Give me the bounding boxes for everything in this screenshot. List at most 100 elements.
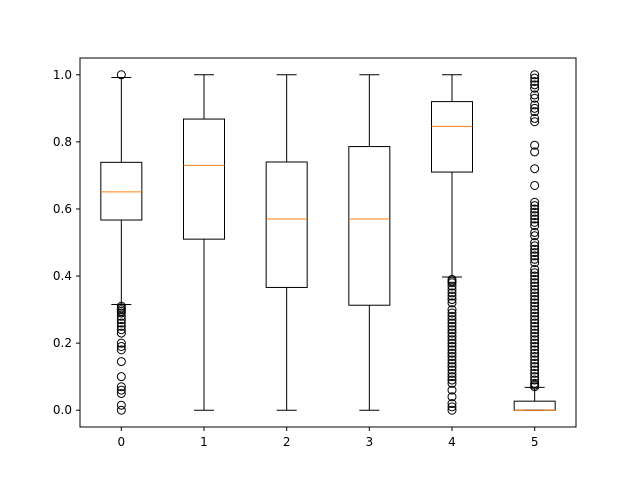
- flier-point: [530, 140, 540, 150]
- y-tick-label: 0.0: [53, 403, 72, 417]
- flier-point: [447, 355, 457, 365]
- flier-point: [530, 325, 540, 335]
- flier-point: [116, 318, 126, 328]
- flier-point: [447, 305, 457, 315]
- flier-point: [447, 288, 457, 298]
- flier-point: [530, 362, 540, 372]
- flier-point: [447, 348, 457, 358]
- flier-point: [530, 251, 540, 261]
- flier-point: [530, 113, 540, 123]
- box-iqr: [431, 101, 473, 173]
- box-iqr: [100, 161, 143, 221]
- flier-point: [530, 76, 540, 86]
- flier-point: [530, 345, 540, 355]
- flier-point: [116, 308, 126, 318]
- flier-point: [530, 107, 540, 117]
- y-tick-label: 1.0: [53, 68, 72, 82]
- flier-point: [530, 164, 540, 174]
- flier-point: [530, 315, 540, 325]
- flier-point: [116, 388, 126, 398]
- flier-point: [530, 180, 540, 190]
- box-group-4: [431, 74, 473, 415]
- flier-point: [116, 357, 126, 367]
- flier-point: [116, 345, 126, 355]
- flier-point: [116, 405, 126, 415]
- flier-point: [530, 214, 540, 224]
- flier-point: [447, 311, 457, 321]
- flier-point: [116, 341, 126, 351]
- flier-point: [447, 365, 457, 375]
- x-tick-label: 1: [200, 435, 208, 449]
- flier-point: [530, 264, 540, 274]
- flier-point: [447, 392, 457, 402]
- flier-point: [530, 311, 540, 321]
- flier-point: [447, 341, 457, 351]
- box-group-5: [513, 70, 556, 411]
- flier-point: [530, 227, 540, 237]
- flier-point: [447, 372, 457, 382]
- box-iqr: [348, 146, 391, 306]
- flier-point: [530, 70, 540, 80]
- flier-point: [116, 311, 126, 321]
- flier-point: [530, 308, 540, 318]
- flier-point: [530, 241, 540, 251]
- flier-point: [447, 368, 457, 378]
- flier-point: [530, 93, 540, 103]
- flier-point: [530, 355, 540, 365]
- flier-point: [116, 70, 126, 80]
- flier-point: [447, 315, 457, 325]
- flier-point: [447, 331, 457, 341]
- flier-point: [447, 298, 457, 308]
- box-group-0: [100, 70, 143, 415]
- flier-point: [447, 375, 457, 385]
- flier-point: [447, 281, 457, 291]
- flier-point: [530, 90, 540, 100]
- flier-point: [530, 147, 540, 157]
- y-tick-label: 0.8: [53, 135, 72, 149]
- flier-point: [530, 352, 540, 362]
- flier-point: [530, 335, 540, 345]
- flier-point: [530, 365, 540, 375]
- y-tick-label: 0.4: [53, 269, 72, 283]
- flier-point: [447, 278, 457, 288]
- flier-point: [530, 305, 540, 315]
- y-tick-label: 0.6: [53, 202, 72, 216]
- flier-point: [447, 362, 457, 372]
- flier-point: [530, 207, 540, 217]
- flier-point: [530, 274, 540, 284]
- flier-point: [530, 244, 540, 254]
- flier-point: [530, 258, 540, 268]
- flier-point: [447, 325, 457, 335]
- flier-point: [447, 318, 457, 328]
- flier-point: [530, 318, 540, 328]
- box-group-3: [348, 74, 391, 411]
- flier-point: [530, 301, 540, 311]
- flier-point: [530, 358, 540, 368]
- flier-point: [530, 248, 540, 258]
- flier-point: [530, 201, 540, 211]
- axes-frame: [79, 57, 577, 428]
- flier-point: [530, 368, 540, 378]
- flier-point: [530, 382, 540, 392]
- flier-point: [530, 341, 540, 351]
- flier-point: [447, 338, 457, 348]
- flier-point: [530, 211, 540, 221]
- x-tick-label: 5: [531, 435, 539, 449]
- flier-point: [530, 197, 540, 207]
- flier-point: [530, 284, 540, 294]
- flier-point: [447, 399, 457, 409]
- flier-point: [530, 254, 540, 264]
- flier-point: [530, 348, 540, 358]
- flier-point: [530, 271, 540, 281]
- flier-point: [530, 295, 540, 305]
- flier-point: [116, 372, 126, 382]
- flier-point: [447, 308, 457, 318]
- flier-point: [447, 405, 457, 415]
- box-group-1: [183, 74, 225, 411]
- flier-point: [530, 298, 540, 308]
- flier-point: [530, 238, 540, 247]
- flier-point: [530, 217, 540, 227]
- flier-point: [447, 284, 457, 294]
